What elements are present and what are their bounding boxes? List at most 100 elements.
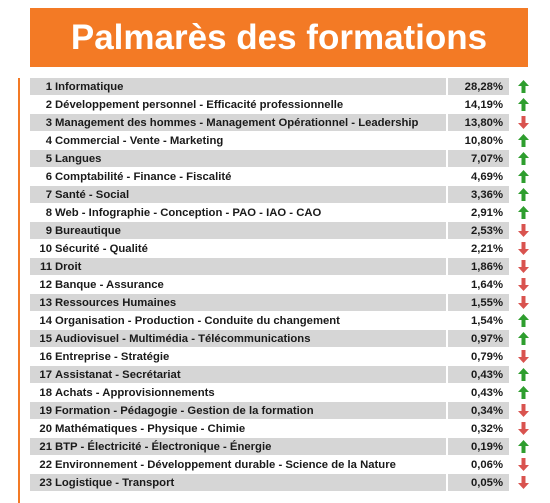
list-item: 15 Audiovisuel - Multimédia - Télécommuni…: [30, 330, 537, 347]
item-rank: 16: [39, 350, 52, 363]
item-label: Informatique: [55, 80, 124, 93]
arrow-down-icon: [509, 276, 537, 293]
arrow-up-icon: [509, 168, 537, 185]
list-item: 10 Sécurité - Qualité 2,21%: [30, 240, 537, 257]
item-rank: 23: [39, 476, 52, 489]
item-percent: 0,32%: [448, 420, 509, 437]
item-main-cell: 20 Mathématiques - Physique - Chimie: [30, 420, 446, 437]
item-label: Environnement - Développement durable - …: [55, 458, 396, 471]
ranking-list: 1 Informatique 28,28% 2 Développement person…: [30, 78, 537, 492]
arrow-down-icon: [509, 240, 537, 257]
list-item: 18 Achats - Approvisionnements 0,43%: [30, 384, 537, 401]
arrow-up-icon: [509, 438, 537, 455]
arrow-up-icon: [509, 150, 537, 167]
item-percent: 4,69%: [448, 168, 509, 185]
item-main-cell: 6 Comptabilité - Finance - Fiscalité: [30, 168, 446, 185]
list-item: 5 Langues 7,07%: [30, 150, 537, 167]
item-main-cell: 10 Sécurité - Qualité: [30, 240, 446, 257]
list-item: 2 Développement personnel - Efficacité pr…: [30, 96, 537, 113]
item-rank: 17: [39, 368, 52, 381]
item-percent: 10,80%: [448, 132, 509, 149]
arrow-up-icon: [509, 384, 537, 401]
arrow-down-icon: [509, 402, 537, 419]
list-item: 19 Formation - Pédagogie - Gestion de la …: [30, 402, 537, 419]
item-percent: 1,86%: [448, 258, 509, 275]
item-percent: 28,28%: [448, 78, 509, 95]
item-rank: 14: [39, 314, 52, 327]
item-label: Formation - Pédagogie - Gestion de la fo…: [55, 404, 314, 417]
arrow-down-icon: [509, 294, 537, 311]
item-label: Achats - Approvisionnements: [55, 386, 215, 399]
item-main-cell: 9 Bureautique: [30, 222, 446, 239]
item-label: Sécurité - Qualité: [55, 242, 148, 255]
arrow-up-icon: [509, 96, 537, 113]
item-label: Droit: [55, 260, 82, 273]
item-main-cell: 13 Ressources Humaines: [30, 294, 446, 311]
item-rank: 8: [45, 206, 52, 219]
item-main-cell: 8 Web - Infographie - Conception - PAO - …: [30, 204, 446, 221]
list-item: 1 Informatique 28,28%: [30, 78, 537, 95]
item-percent: 13,80%: [448, 114, 509, 131]
item-percent: 14,19%: [448, 96, 509, 113]
list-item: 11 Droit 1,86%: [30, 258, 537, 275]
arrow-down-icon: [509, 258, 537, 275]
arrow-down-icon: [509, 420, 537, 437]
item-label: Organisation - Production - Conduite du …: [55, 314, 340, 327]
list-item: 6 Comptabilité - Finance - Fiscalité 4,69%: [30, 168, 537, 185]
item-label: Web - Infographie - Conception - PAO - I…: [55, 206, 322, 219]
arrow-down-icon: [509, 456, 537, 473]
item-percent: 2,53%: [448, 222, 509, 239]
item-percent: 0,19%: [448, 438, 509, 455]
item-main-cell: 17 Assistanat - Secrétariat: [30, 366, 446, 383]
item-label: Ressources Humaines: [55, 296, 177, 309]
arrow-up-icon: [509, 132, 537, 149]
item-main-cell: 7 Santé - Social: [30, 186, 446, 203]
item-label: Banque - Assurance: [55, 278, 164, 291]
item-label: Management des hommes - Management Opéra…: [55, 116, 419, 129]
item-percent: 2,91%: [448, 204, 509, 221]
item-percent: 1,54%: [448, 312, 509, 329]
list-item: 7 Santé - Social 3,36%: [30, 186, 537, 203]
list-item: 23 Logistique - Transport 0,05%: [30, 474, 537, 491]
item-rank: 10: [39, 242, 52, 255]
item-rank: 13: [39, 296, 52, 309]
item-rank: 18: [39, 386, 52, 399]
item-main-cell: 15 Audiovisuel - Multimédia - Télécommuni…: [30, 330, 446, 347]
item-main-cell: 16 Entreprise - Stratégie: [30, 348, 446, 365]
item-rank: 22: [39, 458, 52, 471]
item-rank: 4: [45, 134, 52, 147]
list-item: 21 BTP - Électricité - Électronique - Éne…: [30, 438, 537, 455]
item-main-cell: 18 Achats - Approvisionnements: [30, 384, 446, 401]
item-percent: 1,64%: [448, 276, 509, 293]
list-item: 14 Organisation - Production - Conduite d…: [30, 312, 537, 329]
item-percent: 2,21%: [448, 240, 509, 257]
item-rank: 12: [39, 278, 52, 291]
list-item: 13 Ressources Humaines 1,55%: [30, 294, 537, 311]
item-main-cell: 12 Banque - Assurance: [30, 276, 446, 293]
side-divider: [18, 78, 20, 503]
list-item: 8 Web - Infographie - Conception - PAO - …: [30, 204, 537, 221]
item-percent: 0,43%: [448, 384, 509, 401]
item-label: BTP - Électricité - Électronique - Énerg…: [55, 440, 272, 453]
arrow-down-icon: [509, 348, 537, 365]
item-rank: 9: [45, 224, 52, 237]
item-percent: 7,07%: [448, 150, 509, 167]
list-item: 3 Management des hommes - Management Opér…: [30, 114, 537, 131]
item-rank: 19: [39, 404, 52, 417]
item-percent: 3,36%: [448, 186, 509, 203]
list-item: 22 Environnement - Développement durable …: [30, 456, 537, 473]
item-main-cell: 23 Logistique - Transport: [30, 474, 446, 491]
item-label: Mathématiques - Physique - Chimie: [55, 422, 246, 435]
item-label: Commercial - Vente - Marketing: [55, 134, 224, 147]
arrow-down-icon: [509, 114, 537, 131]
item-rank: 2: [45, 98, 52, 111]
item-rank: 6: [45, 170, 52, 183]
item-rank: 7: [45, 188, 52, 201]
arrow-up-icon: [509, 186, 537, 203]
list-item: 17 Assistanat - Secrétariat 0,43%: [30, 366, 537, 383]
item-main-cell: 11 Droit: [30, 258, 446, 275]
item-label: Entreprise - Stratégie: [55, 350, 170, 363]
item-label: Logistique - Transport: [55, 476, 175, 489]
item-percent: 1,55%: [448, 294, 509, 311]
item-rank: 5: [45, 152, 52, 165]
